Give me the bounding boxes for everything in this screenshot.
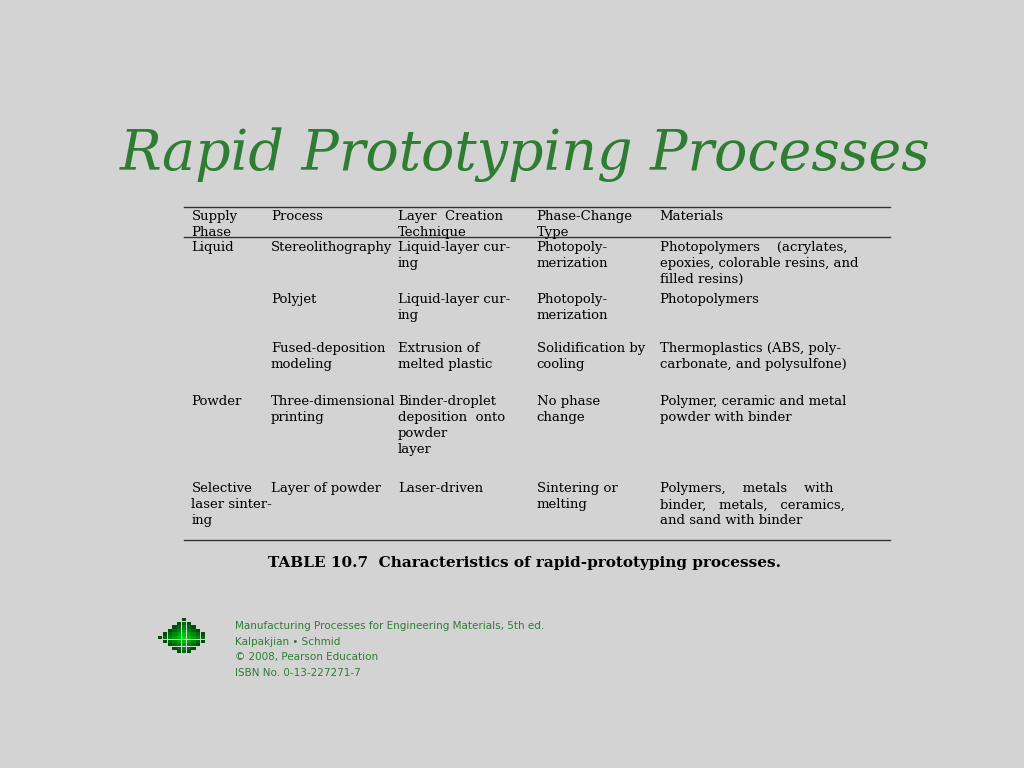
Bar [186,647,190,650]
Bar [163,640,167,643]
Bar [191,629,196,632]
Text: Stereolithography: Stereolithography [270,241,392,254]
Bar [168,629,172,632]
Text: Selective
laser sinter-
ing: Selective laser sinter- ing [191,482,272,528]
Bar [172,633,176,636]
Text: Liquid-layer cur-
ing: Liquid-layer cur- ing [397,293,510,323]
Text: Photopolymers: Photopolymers [659,293,760,306]
Text: Materials: Materials [659,210,724,223]
Text: Binder-droplet
deposition  onto
powder
layer: Binder-droplet deposition onto powder la… [397,395,505,456]
Bar [191,647,196,650]
Bar [177,647,181,650]
Text: Three-dimensional
printing: Three-dimensional printing [270,395,395,424]
Text: Photopoly-
merization: Photopoly- merization [537,293,608,323]
Bar [186,633,190,636]
Bar [201,633,205,636]
Bar [182,629,186,632]
Bar [191,633,196,636]
Text: Polyjet: Polyjet [270,293,316,306]
Bar [182,622,186,625]
Bar [177,636,181,639]
Text: Manufacturing Processes for Engineering Materials, 5th ed.: Manufacturing Processes for Engineering … [236,621,545,631]
Bar [186,640,190,643]
Bar [168,643,172,646]
Text: Sintering or
melting: Sintering or melting [537,482,617,511]
Text: Liquid-layer cur-
ing: Liquid-layer cur- ing [397,241,510,270]
Bar [201,640,205,643]
Bar [177,640,181,643]
Bar [163,636,167,639]
Text: Phase-Change
Type: Phase-Change Type [537,210,633,240]
Text: Solidification by
cooling: Solidification by cooling [537,342,645,371]
Text: Liquid: Liquid [191,241,234,254]
Text: TABLE 10.7  Characteristics of rapid-prototyping processes.: TABLE 10.7 Characteristics of rapid-prot… [268,556,781,571]
Bar [201,636,205,639]
Bar [168,636,172,639]
Bar [168,640,172,643]
Text: Rapid Prototyping Processes: Rapid Prototyping Processes [120,127,930,182]
Bar [168,633,172,636]
Text: Fused-deposition
modeling: Fused-deposition modeling [270,342,385,371]
Bar [182,640,186,643]
Bar [172,643,176,646]
Bar [172,629,176,632]
Text: ISBN No. 0-13-227271-7: ISBN No. 0-13-227271-7 [236,667,360,677]
Bar [186,636,190,639]
Bar [182,633,186,636]
Bar [191,640,196,643]
Text: Photopoly-
merization: Photopoly- merization [537,241,608,270]
Bar [197,633,201,636]
Text: Layer of powder: Layer of powder [270,482,381,495]
Bar [182,618,186,621]
Text: © 2008, Pearson Education: © 2008, Pearson Education [236,652,378,662]
Text: Thermoplastics (ABS, poly-
carbonate, and polysulfone): Thermoplastics (ABS, poly- carbonate, an… [659,342,847,371]
Bar [177,650,181,654]
Text: Photopolymers    (acrylates,
epoxies, colorable resins, and
filled resins): Photopolymers (acrylates, epoxies, color… [659,241,858,286]
Bar [177,629,181,632]
Bar [177,625,181,628]
Text: Powder: Powder [191,395,242,408]
Bar [191,636,196,639]
Text: Kalpakjian • Schmid: Kalpakjian • Schmid [236,637,341,647]
Text: Supply
Phase: Supply Phase [191,210,238,240]
Bar [177,643,181,646]
Text: Layer  Creation
Technique: Layer Creation Technique [397,210,503,240]
Bar [197,640,201,643]
Bar [182,625,186,628]
Bar [172,636,176,639]
Bar [186,622,190,625]
Bar [197,636,201,639]
Bar [177,622,181,625]
Bar [182,647,186,650]
Bar [177,633,181,636]
Text: Polymer, ceramic and metal
powder with binder: Polymer, ceramic and metal powder with b… [659,395,846,424]
Bar [191,625,196,628]
Bar [186,625,190,628]
Bar [163,633,167,636]
Bar [186,643,190,646]
Text: No phase
change: No phase change [537,395,600,424]
Bar [182,650,186,654]
Text: Polymers,    metals    with
binder,   metals,   ceramics,
and sand with binder: Polymers, metals with binder, metals, ce… [659,482,845,528]
Bar [186,629,190,632]
Bar [172,647,176,650]
Text: Laser-driven: Laser-driven [397,482,483,495]
Bar [172,640,176,643]
Bar [158,636,163,639]
Bar [186,650,190,654]
Bar [191,643,196,646]
Bar [197,643,201,646]
Bar [172,625,176,628]
Bar [182,643,186,646]
Text: Extrusion of
melted plastic: Extrusion of melted plastic [397,342,493,371]
Bar [197,629,201,632]
Text: Process: Process [270,210,323,223]
Bar [182,636,186,639]
